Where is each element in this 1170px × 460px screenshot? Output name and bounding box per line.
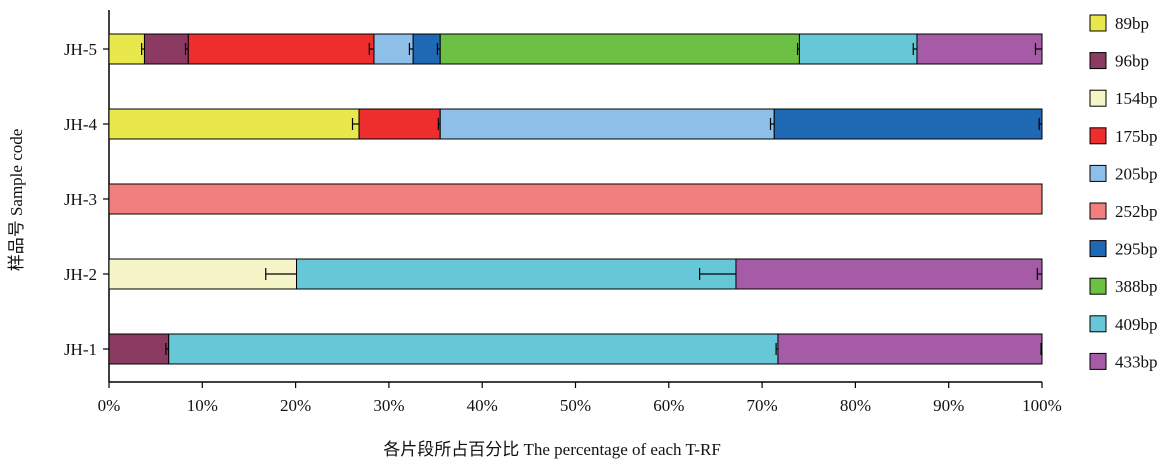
- bar-segment: [143, 33, 189, 65]
- legend-label: 433bp: [1115, 352, 1158, 371]
- y-tick-label: JH-5: [64, 40, 97, 59]
- legend: 89bp 96bp 154bp 175bp 205bp 252bp 295bp 388bp 40…: [1089, 14, 1158, 371]
- legend-label: 295bp: [1115, 240, 1158, 259]
- legend-label: 409bp: [1115, 315, 1158, 334]
- x-tick-label: 0%: [98, 396, 121, 415]
- legend-label: 89bp: [1115, 14, 1149, 33]
- bar-segment: [916, 33, 1043, 65]
- bar-segment: [187, 33, 375, 65]
- x-axis-title: 各片段所占百分比 The percentage of each T-RF: [383, 440, 721, 459]
- legend-swatch: [1089, 127, 1107, 145]
- y-tick-label: JH-3: [64, 190, 97, 209]
- bar-segment: [439, 33, 800, 65]
- x-tick-label: 40%: [467, 396, 498, 415]
- x-tick-label: 10%: [187, 396, 218, 415]
- legend-swatch: [1089, 89, 1107, 107]
- bar-segment: [439, 108, 775, 140]
- x-tick-label: 80%: [840, 396, 871, 415]
- bar-segment: [735, 258, 1043, 290]
- legend-label: 96bp: [1115, 52, 1149, 71]
- legend-label: 388bp: [1115, 277, 1158, 296]
- y-axis-title: 样品号 Sample code: [7, 129, 26, 272]
- x-tick-label: 50%: [560, 396, 591, 415]
- x-tick-label: 100%: [1022, 396, 1062, 415]
- legend-label: 252bp: [1115, 202, 1158, 221]
- bar-segment: [296, 258, 737, 290]
- x-tick-label: 90%: [933, 396, 964, 415]
- y-tick-label: JH-2: [64, 265, 97, 284]
- bar-segment: [108, 33, 145, 65]
- y-tick-label: JH-4: [64, 115, 98, 134]
- bar-segment: [412, 33, 441, 65]
- plot-area: 0% 10% 20% 30% 40% 50% 60% 70% 80% 90% 100% JH-5 JH-…: [64, 10, 1062, 415]
- bar-segment: [773, 108, 1043, 140]
- y-tick-label: JH-1: [64, 340, 97, 359]
- x-tick-label: 20%: [280, 396, 311, 415]
- x-tick-label: 30%: [373, 396, 404, 415]
- bar-segment: [358, 108, 441, 140]
- legend-swatch: [1089, 14, 1107, 32]
- legend-label: 154bp: [1115, 89, 1158, 108]
- legend-swatch: [1089, 277, 1107, 295]
- legend-swatch: [1089, 315, 1107, 333]
- legend-label: 175bp: [1115, 127, 1158, 146]
- legend-swatch: [1089, 52, 1107, 70]
- x-tick-label: 70%: [747, 396, 778, 415]
- legend-label: 205bp: [1115, 164, 1158, 183]
- legend-swatch: [1089, 240, 1107, 258]
- legend-swatch: [1089, 352, 1107, 370]
- bar-segment: [108, 108, 360, 140]
- x-tick-label: 60%: [653, 396, 684, 415]
- bar-segment: [798, 33, 918, 65]
- bar-segment: [108, 183, 1043, 215]
- legend-swatch: [1089, 202, 1107, 220]
- bar-segment: [777, 333, 1043, 365]
- bar-segment: [168, 333, 779, 365]
- bar-segment: [108, 333, 170, 365]
- bar-segment: [373, 33, 414, 65]
- legend-swatch: [1089, 164, 1107, 182]
